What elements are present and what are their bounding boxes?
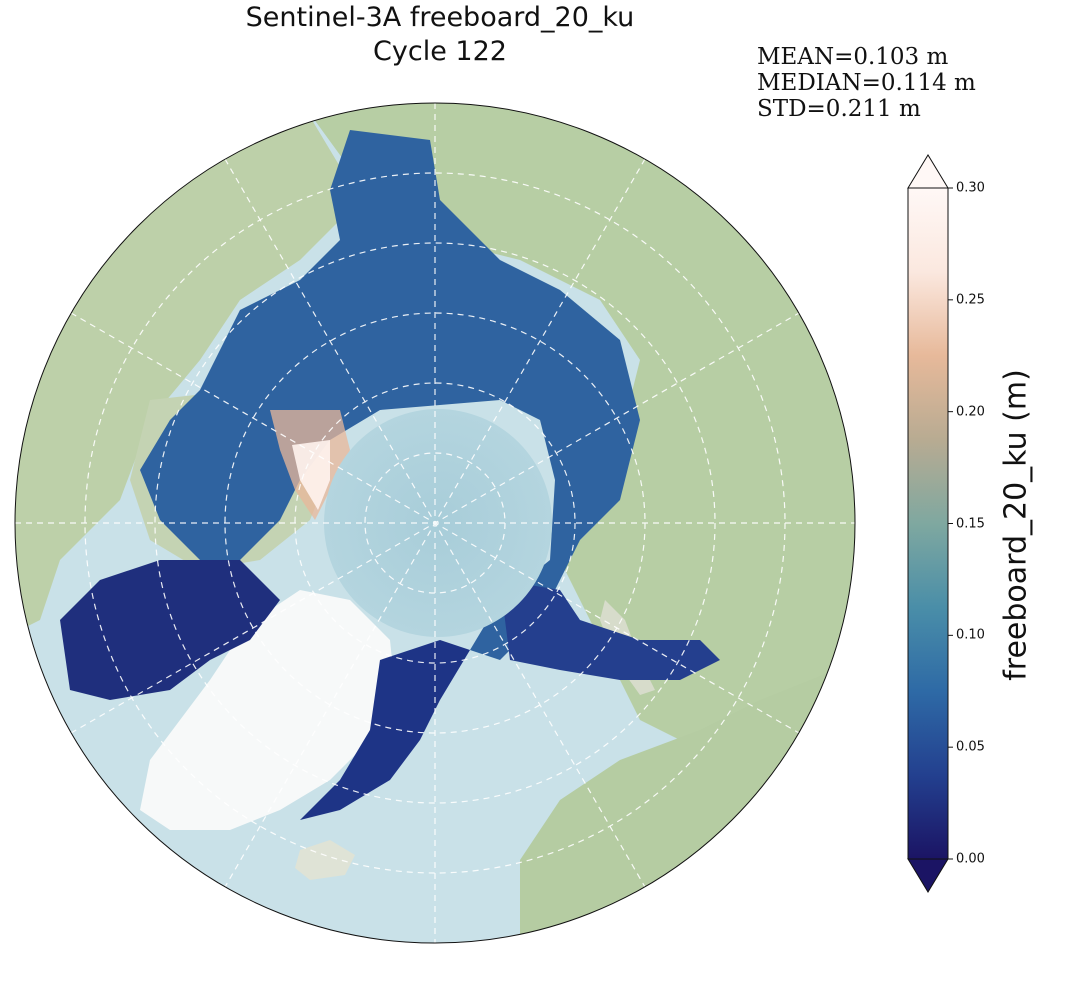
sea-ice-baffin — [60, 560, 280, 700]
colorbar-tick-label: 0.20 — [956, 404, 985, 420]
colorbar-tick-label: 0.00 — [956, 851, 985, 867]
greenland-ice-sheet — [140, 590, 395, 830]
land-iceland — [295, 840, 355, 880]
stats-box: MEAN=0.103 m MEDIAN=0.114 m STD=0.211 m — [757, 44, 976, 122]
colorbar-extend-min — [907, 858, 949, 893]
land-siberia — [300, 103, 855, 760]
sea-ice-greenland-east — [300, 640, 470, 820]
colorbar-tick-marks — [948, 187, 953, 860]
colorbar-tick-label: 0.25 — [956, 292, 985, 308]
colorbar-tick-label: 0.30 — [956, 180, 985, 196]
colorbar-gradient — [907, 187, 949, 860]
colorbar-tick-label: 0.05 — [956, 739, 985, 755]
figure-title: Sentinel-3A freeboard_20_ku — [245, 2, 635, 33]
globe-outline — [14, 102, 856, 944]
gridlines — [15, 103, 855, 943]
colorbar-label: freeboard_20_ku (m) — [998, 369, 1034, 681]
colorbar-extend-max — [907, 154, 949, 189]
colorbar-tick-label: 0.15 — [956, 516, 985, 531]
sea-ice-arctic-basin — [140, 130, 640, 660]
colorbar — [907, 154, 953, 893]
stat-median: MEDIAN=0.114 m — [757, 70, 976, 96]
colorbar-tick-label: 0.10 — [956, 627, 985, 643]
stat-std: STD=0.211 m — [757, 96, 921, 122]
stat-mean: MEAN=0.103 m — [757, 44, 949, 70]
figure-subtitle: Cycle 122 — [373, 36, 507, 67]
